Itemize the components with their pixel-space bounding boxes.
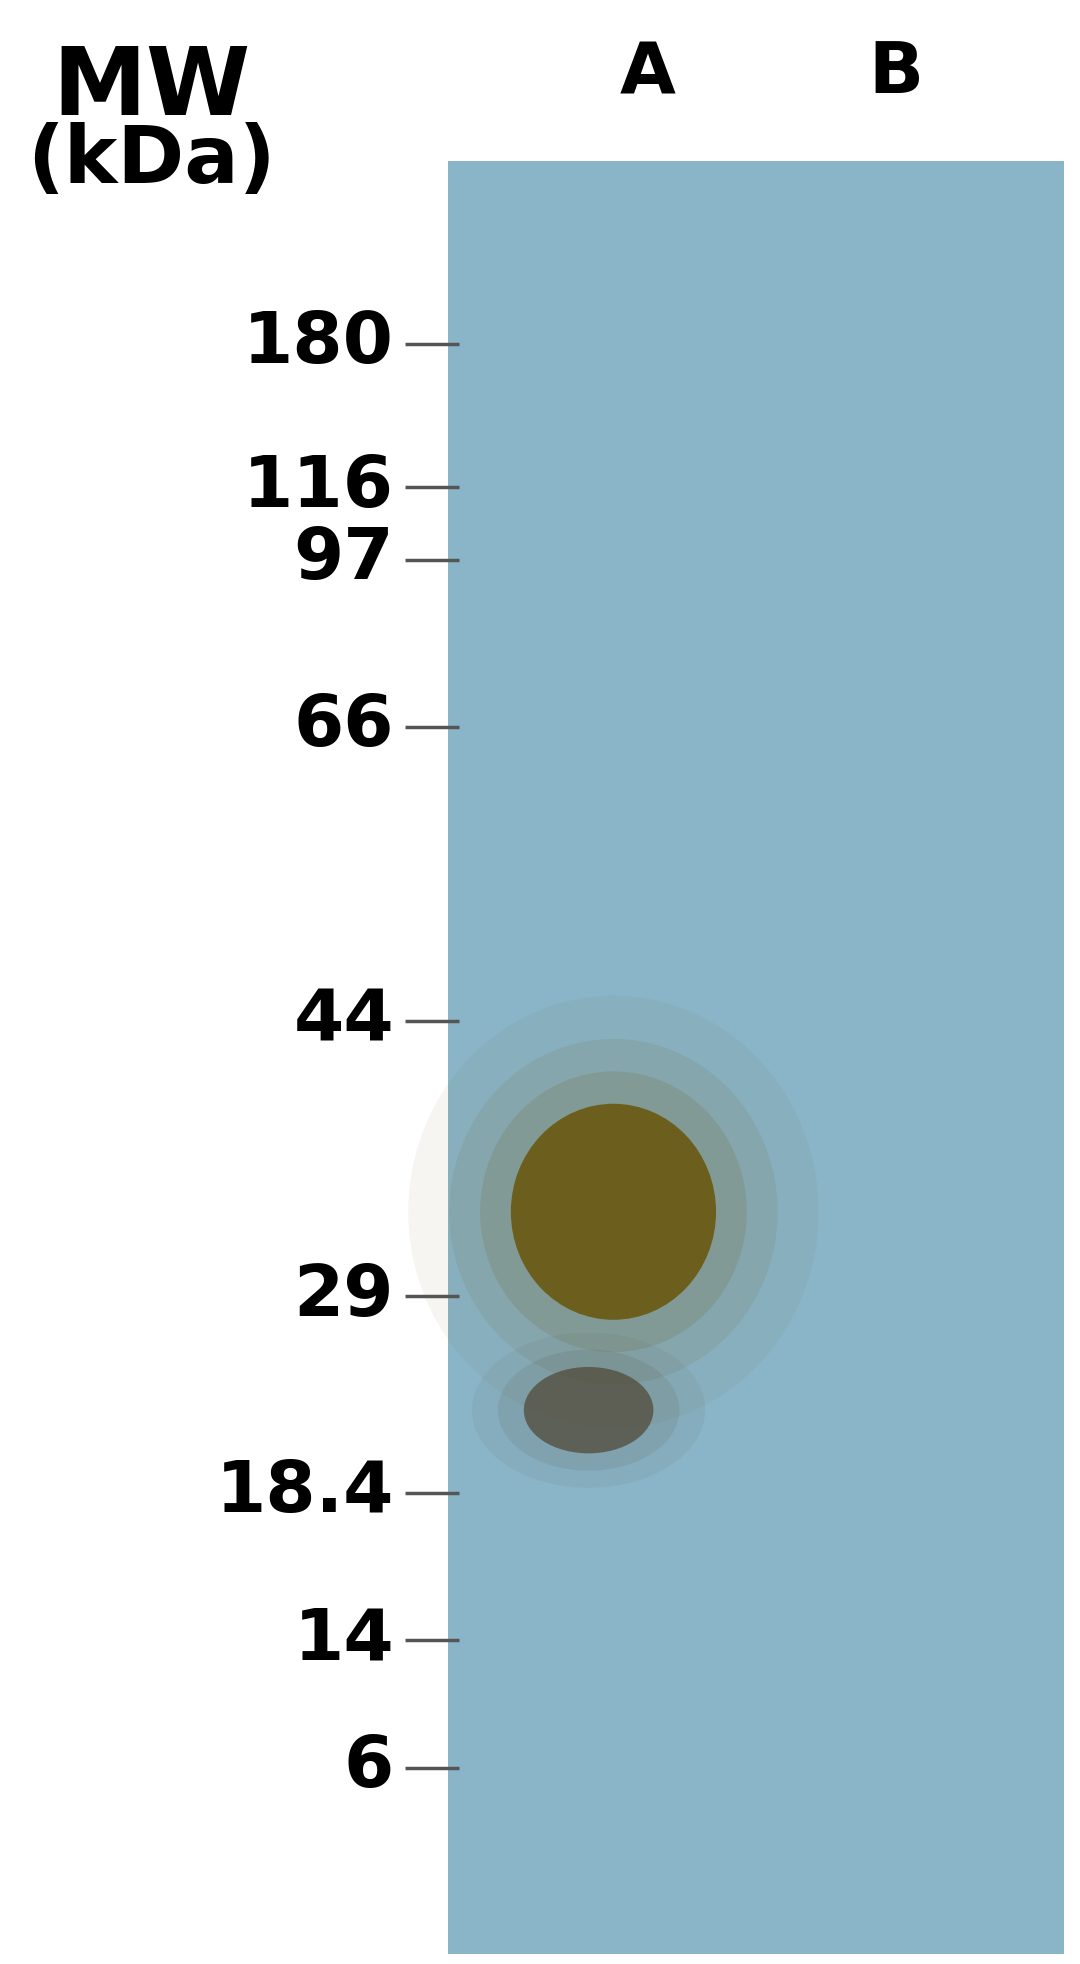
Ellipse shape [408, 996, 819, 1428]
Text: 14: 14 [294, 1605, 394, 1675]
Bar [448, 161, 1064, 1954]
Text: 18.4: 18.4 [216, 1457, 394, 1528]
Ellipse shape [524, 1367, 653, 1453]
Ellipse shape [480, 1072, 747, 1353]
Text: 66: 66 [294, 691, 394, 762]
Text: MW: MW [52, 43, 251, 136]
Ellipse shape [511, 1104, 716, 1320]
Text: 180: 180 [243, 308, 394, 379]
Text: A: A [620, 39, 676, 108]
Ellipse shape [472, 1332, 705, 1489]
Ellipse shape [449, 1039, 778, 1385]
Text: 116: 116 [243, 452, 394, 522]
Text: 29: 29 [294, 1261, 394, 1332]
Ellipse shape [498, 1349, 679, 1471]
Text: 44: 44 [294, 986, 394, 1057]
Text: 97: 97 [294, 524, 394, 595]
Text: B: B [868, 39, 924, 108]
Text: 6: 6 [343, 1732, 394, 1803]
Text: (kDa): (kDa) [27, 122, 275, 200]
